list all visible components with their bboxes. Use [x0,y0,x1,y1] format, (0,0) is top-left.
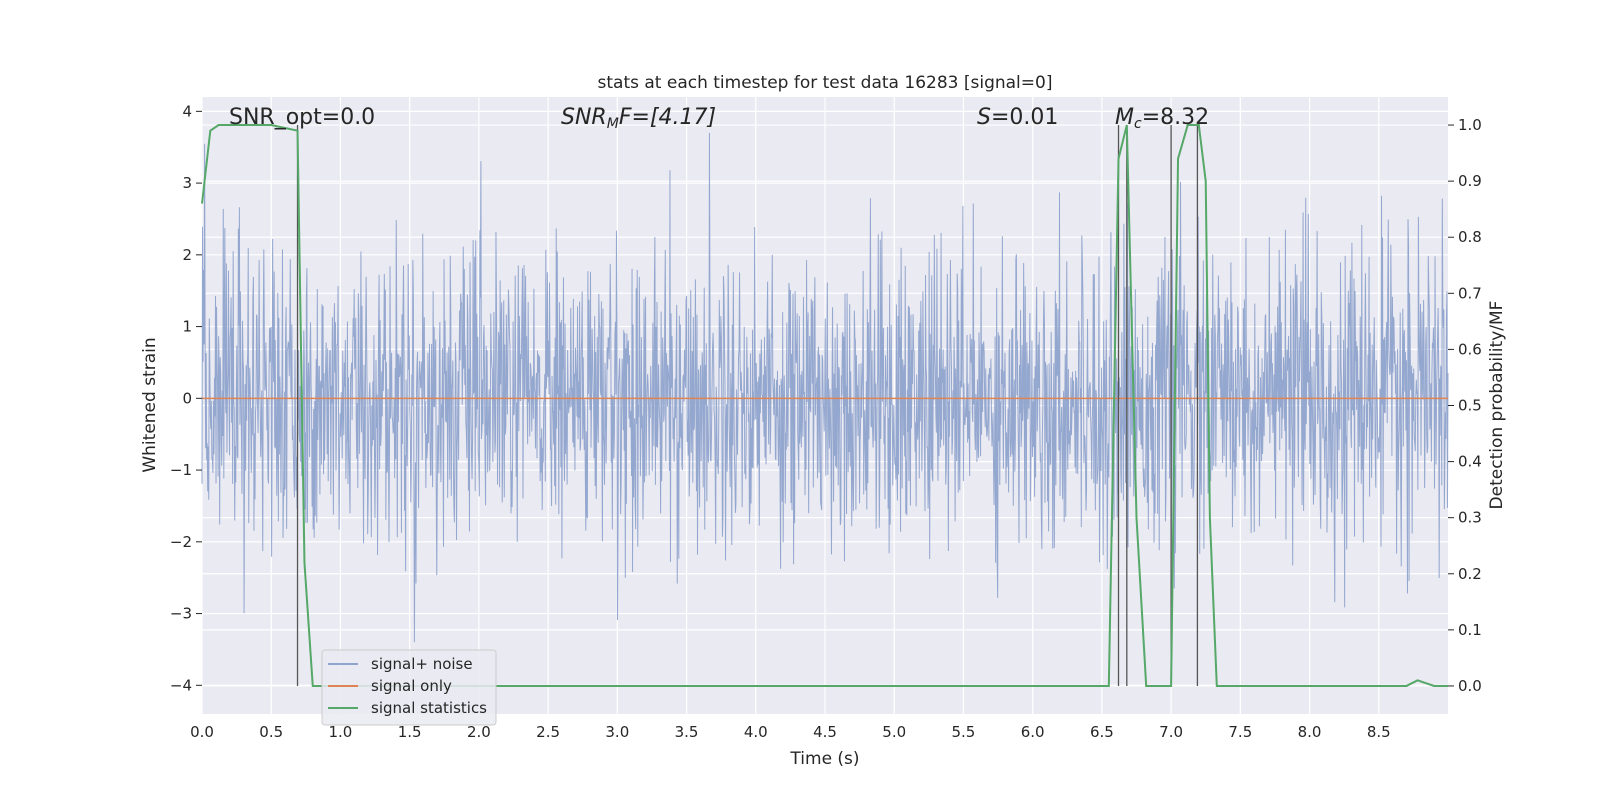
x-tick-label: 7.0 [1159,723,1183,741]
y-tick-label-left: 3 [182,174,192,192]
x-tick-label: 5.0 [882,723,906,741]
y-tick-label-left: 0 [182,389,192,407]
y-tick-label-left: 2 [182,246,192,264]
x-tick-label: 1.5 [398,723,422,741]
y-tick-label-left: −1 [170,461,192,479]
x-tick-label: 4.0 [744,723,768,741]
y-tick-label-left: −2 [170,533,192,551]
x-tick-label: 0.0 [190,723,214,741]
legend: signal+ noise signal only signal statist… [321,649,497,726]
annotation-mc: Mc=8.32 [1115,105,1209,132]
vertical-markers [296,125,1199,686]
y-tick-label-right: 0.0 [1458,677,1482,695]
series-signal-plus-noise [201,132,1449,643]
x-axis-label: Time (s) [789,749,859,769]
x-tick-label: 2.0 [467,723,491,741]
annotation-s: S=0.01 [977,105,1058,130]
y-tick-label-right: 0.2 [1458,565,1482,583]
chart-title: stats at each timestep for test data 162… [598,73,1053,93]
y-tick-label-right: 0.5 [1458,397,1482,415]
x-tick-label: 3.5 [675,723,699,741]
y-tick-label-right: 0.3 [1458,509,1482,527]
y-tick-label-right: 1.0 [1458,116,1482,134]
y-ticks-right: 0.0 0.1 0.2 0.3 0.4 0.5 0.6 0.7 0.8 0.9 1.0 [1448,116,1482,695]
x-tick-label: 3.0 [605,723,629,741]
legend-label-signal-only: signal only [371,677,452,695]
y-tick-label-left: 1 [182,318,192,336]
noise-path [201,132,1449,643]
x-tick-label: 6.5 [1090,723,1114,741]
x-tick-label: 8.0 [1298,723,1322,741]
series-signal-statistics [201,124,1448,687]
x-tick-label: 8.5 [1367,723,1391,741]
y-tick-label-left: 4 [182,102,192,120]
y-axis-label-right: Detection probability/MF [1487,301,1507,510]
x-tick-label: 5.5 [952,723,976,741]
y-tick-label-right: 0.1 [1458,621,1482,639]
x-tick-label: 0.5 [259,723,283,741]
x-ticks: 0.0 0.5 1.0 1.5 2.0 2.5 3.0 3.5 4.0 4.5 5.0 5.5 6.0 6… [190,723,1391,741]
legend-label-signal-statistics: signal statistics [371,699,487,717]
x-tick-label: 6.0 [1021,723,1045,741]
y-tick-label-left: −4 [170,676,192,694]
x-tick-label: 7.5 [1228,723,1252,741]
y-axis-label-left: Whitened strain [140,337,160,472]
y-tick-label-right: 0.7 [1458,284,1482,302]
x-tick-label: 4.5 [813,723,837,741]
annotation-snr-mf: SNRMF=[4.17] [561,105,716,132]
y-tick-label-left: −3 [170,605,192,623]
y-tick-label-right: 0.6 [1458,340,1482,358]
legend-box [321,649,497,726]
y-ticks-left: −4 −3 −2 −1 0 1 2 3 4 [170,102,202,694]
y-tick-label-right: 0.9 [1458,172,1482,190]
x-tick-label: 1.0 [329,723,353,741]
legend-label-signal-plus-noise: signal+ noise [371,655,473,673]
x-tick-label: 2.5 [536,723,560,741]
y-tick-label-right: 0.4 [1458,453,1482,471]
y-tick-label-right: 0.8 [1458,228,1482,246]
annotation-snr-opt: SNR_opt=0.0 [229,105,375,130]
